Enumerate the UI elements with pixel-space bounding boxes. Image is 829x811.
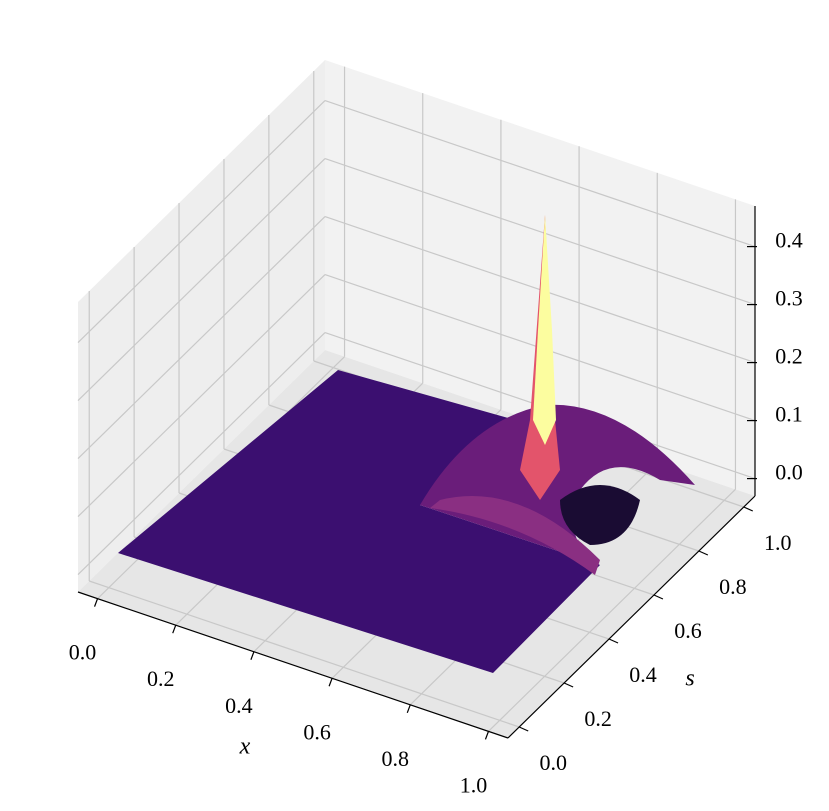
grid-line (324, 100, 756, 248)
surface-trough (560, 485, 640, 545)
z-tick-label: 0.4 (775, 228, 803, 253)
x-tick (328, 678, 333, 687)
x-tick-label: 0.4 (225, 693, 253, 718)
z-tick-label: 0.1 (775, 402, 803, 427)
grid-line (488, 488, 736, 732)
y-tick (698, 550, 709, 556)
x-tick-label: 0.0 (69, 640, 97, 665)
grid-line (77, 274, 326, 518)
x-tick (93, 598, 99, 607)
x-tick (172, 624, 177, 634)
y-tick-label: 0.0 (539, 750, 567, 775)
y-tick-label: 1.0 (764, 530, 792, 555)
pane (325, 60, 755, 496)
x-axis-line (77, 591, 509, 739)
y-tick-label: 0.6 (674, 618, 702, 643)
x-tick-label: 0.2 (147, 666, 175, 691)
surface-peak (533, 215, 556, 445)
y-tick (563, 682, 574, 688)
x-axis-label: x (239, 734, 251, 760)
y-tick-label: 0.8 (719, 574, 747, 599)
y-tick-label: 0.2 (584, 706, 612, 731)
surface-ridge (430, 496, 600, 575)
pane (78, 60, 325, 592)
z-tick-label: 0.2 (775, 344, 803, 369)
grid-line (77, 158, 326, 402)
y-tick (743, 506, 754, 512)
surface (118, 215, 695, 673)
grid-line (77, 100, 326, 344)
x-tick-label: 1.0 (460, 772, 488, 797)
grid-line (324, 158, 756, 306)
axes: 0.0 0.2 0.4 0.6 0.8 1.0 0.0 0.2 0.4 0.6 0.8 1.0 0.0 0… (69, 206, 803, 797)
z-tick-label: 0.0 (775, 460, 803, 485)
z-tick-label: 0.3 (775, 286, 803, 311)
x-tick (250, 651, 255, 660)
y-tick (653, 594, 664, 600)
x-tick-label: 0.8 (382, 746, 410, 771)
x-tick (406, 704, 411, 714)
y-axis-line (507, 495, 756, 739)
grid-line (77, 216, 326, 460)
x-tick (484, 731, 490, 740)
y-axis-label: s (685, 666, 694, 692)
y-tick (518, 726, 529, 732)
x-tick-label: 0.6 (303, 719, 331, 744)
y-tick-label: 0.4 (629, 662, 657, 687)
y-tick (608, 638, 619, 644)
grid-line (89, 580, 520, 728)
surface-rim (420, 404, 695, 565)
grid-line (77, 332, 326, 576)
